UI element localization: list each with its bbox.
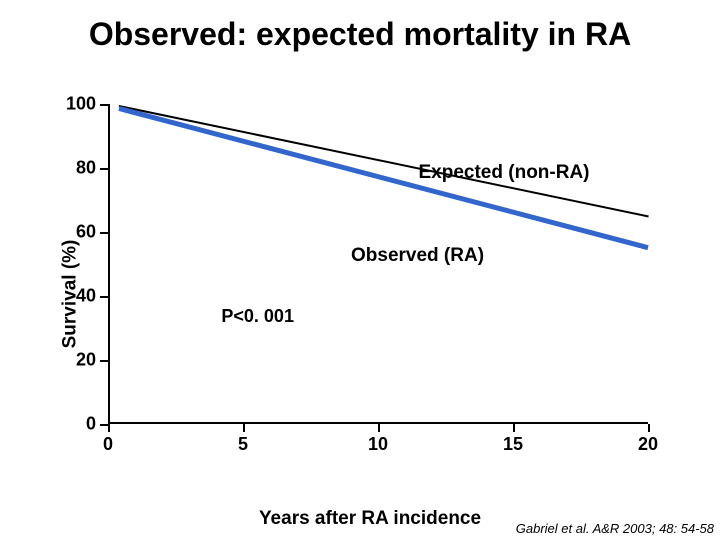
y-tick bbox=[100, 296, 108, 298]
y-tick-label: 60 bbox=[76, 222, 96, 243]
y-tick bbox=[100, 104, 108, 106]
y-tick-label: 80 bbox=[76, 158, 96, 179]
citation-text: Gabriel et al. A&R 2003; 48: 54-58 bbox=[516, 521, 714, 536]
y-tick-label: 100 bbox=[66, 94, 96, 115]
x-tick bbox=[648, 424, 650, 432]
x-tick bbox=[513, 424, 515, 432]
x-tick-label: 20 bbox=[638, 434, 658, 455]
y-tick-label: 20 bbox=[76, 350, 96, 371]
slide-root: Observed: expected mortality in RA Survi… bbox=[0, 0, 720, 540]
y-tick bbox=[100, 168, 108, 170]
y-tick-label: 40 bbox=[76, 286, 96, 307]
x-tick-label: 0 bbox=[103, 434, 113, 455]
y-axis bbox=[108, 104, 110, 424]
x-tick bbox=[243, 424, 245, 432]
y-tick bbox=[100, 424, 108, 426]
plot-area: 02040608010005101520Expected (non-RA)Obs… bbox=[108, 104, 648, 424]
chart-annotation: Expected (non-RA) bbox=[419, 162, 590, 184]
x-tick-label: 15 bbox=[503, 434, 523, 455]
x-tick-label: 10 bbox=[368, 434, 388, 455]
x-tick bbox=[378, 424, 380, 432]
y-tick bbox=[100, 232, 108, 234]
y-tick bbox=[100, 360, 108, 362]
chart-annotation: P<0. 001 bbox=[221, 306, 294, 327]
chart-annotation: Observed (RA) bbox=[351, 245, 484, 267]
y-tick-label: 0 bbox=[86, 414, 96, 435]
x-tick bbox=[108, 424, 110, 432]
slide-title: Observed: expected mortality in RA bbox=[0, 16, 720, 53]
x-tick-label: 5 bbox=[238, 434, 248, 455]
survival-chart: Survival (%) 02040608010005101520Expecte… bbox=[60, 104, 680, 484]
